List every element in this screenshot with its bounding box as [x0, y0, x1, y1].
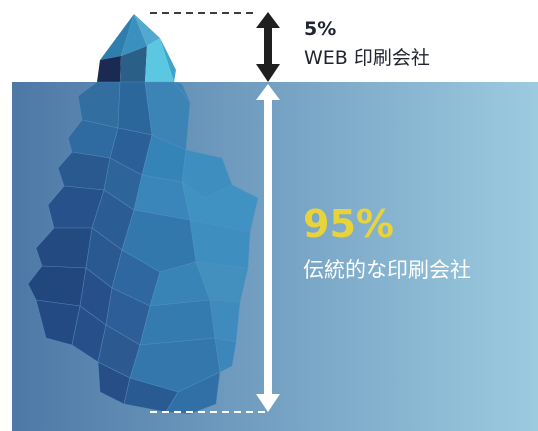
iceberg-body: [27, 81, 259, 415]
above-water-label: WEB 印刷会社: [304, 47, 430, 69]
iceberg-tip: [97, 14, 176, 82]
below-water-label: 伝統的な印刷会社: [303, 258, 471, 282]
below-water-percent: 95%: [303, 202, 394, 246]
above-water-percent: 5%: [304, 18, 337, 40]
above-water-double-arrow: [256, 12, 280, 82]
below-water-double-arrow: [256, 84, 280, 412]
